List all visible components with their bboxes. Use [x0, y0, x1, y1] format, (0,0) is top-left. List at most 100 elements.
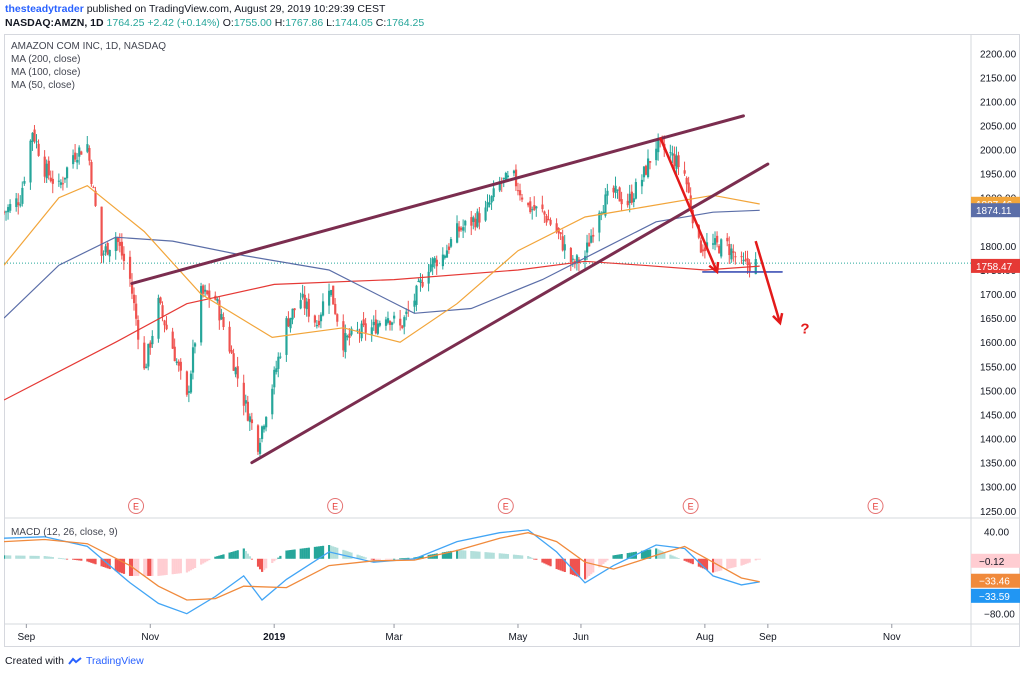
macd-histogram-bar	[287, 550, 290, 559]
candle-down	[246, 401, 249, 421]
candle-down	[559, 232, 562, 235]
macd-histogram-bar	[588, 558, 591, 576]
candle-up	[145, 366, 148, 369]
macd-histogram-bar	[23, 555, 26, 559]
candle-up	[261, 426, 264, 439]
candle-up	[9, 204, 12, 211]
price-tick-label: 2100.00	[980, 97, 1017, 108]
candle-up	[346, 335, 349, 338]
candle-down	[740, 256, 743, 258]
macd-histogram-bar	[57, 557, 61, 559]
candle-up	[344, 333, 347, 353]
candle-down	[728, 244, 731, 256]
macd-histogram-bar	[348, 551, 351, 559]
macd-histogram-bar	[630, 552, 633, 559]
time-tick-label: Sep	[759, 632, 777, 643]
candle-up	[535, 206, 538, 209]
candle-up	[78, 147, 81, 157]
macd-legend[interactable]: MACD (12, 26, close, 9)	[11, 527, 118, 538]
macd-histogram-bar	[362, 556, 365, 559]
ma100-legend[interactable]: MA (100, close)	[11, 67, 81, 78]
macd-histogram-bar	[49, 556, 52, 559]
macd-histogram-bar	[376, 558, 379, 560]
macd-histogram-bar	[655, 548, 658, 559]
candle-down	[74, 152, 77, 160]
macd-histogram-bar	[307, 547, 310, 559]
ma200-legend[interactable]: MA (200, close)	[11, 54, 81, 65]
macd-histogram-bar	[246, 553, 249, 559]
macd-histogram-bar	[344, 550, 347, 559]
author-username[interactable]: thesteadytrader	[5, 3, 84, 15]
price-chart[interactable]: 2200.00 2150.00 2100.00 2050.00 2000.00 1950.…	[4, 34, 1020, 647]
macd-histogram-bar	[555, 558, 558, 570]
moving-average-line	[4, 185, 760, 343]
candle-up	[187, 391, 191, 393]
macd-histogram-bar	[92, 558, 95, 564]
candle-down	[569, 247, 572, 263]
tradingview-brand[interactable]: TradingView	[85, 655, 144, 667]
macd-histogram-bar	[230, 551, 233, 559]
macd-histogram-bar	[742, 558, 745, 565]
last-price: 1764.25	[106, 17, 145, 29]
macd-histogram-bar	[512, 554, 516, 559]
macd-histogram-bar	[5, 555, 8, 559]
candle-up	[319, 314, 323, 322]
candle-down	[677, 155, 680, 168]
macd-histogram-bar	[29, 555, 32, 559]
candle-down	[541, 204, 544, 210]
macd-histogram-bar	[557, 558, 560, 570]
candle-up	[586, 242, 589, 253]
candle-up	[279, 356, 282, 358]
macd-histogram-bar	[646, 549, 650, 559]
macd-histogram-bar	[191, 558, 195, 570]
candle-down	[287, 318, 290, 327]
candle-up	[590, 235, 593, 243]
candle-up	[321, 301, 325, 316]
candle-up	[15, 198, 18, 208]
macd-histogram-bar	[740, 558, 743, 566]
macd-histogram-bar	[673, 556, 676, 559]
candle-up	[504, 173, 507, 181]
price-tick-label: 1950.00	[980, 170, 1017, 181]
candle-up	[427, 271, 430, 284]
candle-down	[206, 290, 209, 295]
time-tick-label: Sep	[17, 632, 35, 643]
macd-histogram-bar	[163, 558, 166, 576]
macd-histogram-bar	[204, 558, 207, 563]
macd-histogram-bar	[250, 558, 254, 560]
candle-down	[336, 314, 339, 322]
candle-down	[644, 165, 648, 175]
macd-histogram-bar	[614, 555, 617, 559]
macd-histogram-bar	[492, 552, 495, 559]
candle-up	[299, 300, 302, 309]
candle-down	[561, 236, 564, 251]
macd-histogram-bar	[171, 558, 174, 575]
candle-up	[391, 322, 394, 325]
candle-down	[358, 331, 361, 334]
candle-down	[746, 258, 749, 266]
macd-histogram-bar	[122, 558, 126, 574]
ma50-legend[interactable]: MA (50, close)	[11, 80, 75, 91]
macd-histogram-bar	[403, 558, 406, 559]
candle-up	[19, 204, 22, 206]
down-arrow-2	[754, 240, 782, 324]
candle-up	[263, 425, 266, 430]
candle-down	[716, 235, 719, 243]
candles-group	[4, 125, 757, 460]
macd-histogram-bar	[602, 558, 605, 564]
macd-histogram-bar	[644, 550, 648, 559]
candle-down	[478, 213, 481, 223]
macd-histogram-bar	[628, 552, 631, 559]
candle-down	[116, 237, 119, 242]
candle-down	[543, 211, 546, 215]
candle-down	[374, 319, 377, 334]
macd-histogram-bar	[399, 558, 402, 560]
macd-badge-label: −33.46	[979, 577, 1010, 588]
macd-histogram-bar	[541, 558, 544, 563]
macd-histogram-bar	[37, 555, 40, 559]
candle-up	[614, 185, 617, 193]
macd-histogram-bar	[472, 551, 475, 559]
candle-down	[332, 285, 335, 305]
macd-histogram-bar	[76, 558, 79, 561]
candle-down	[47, 160, 50, 176]
